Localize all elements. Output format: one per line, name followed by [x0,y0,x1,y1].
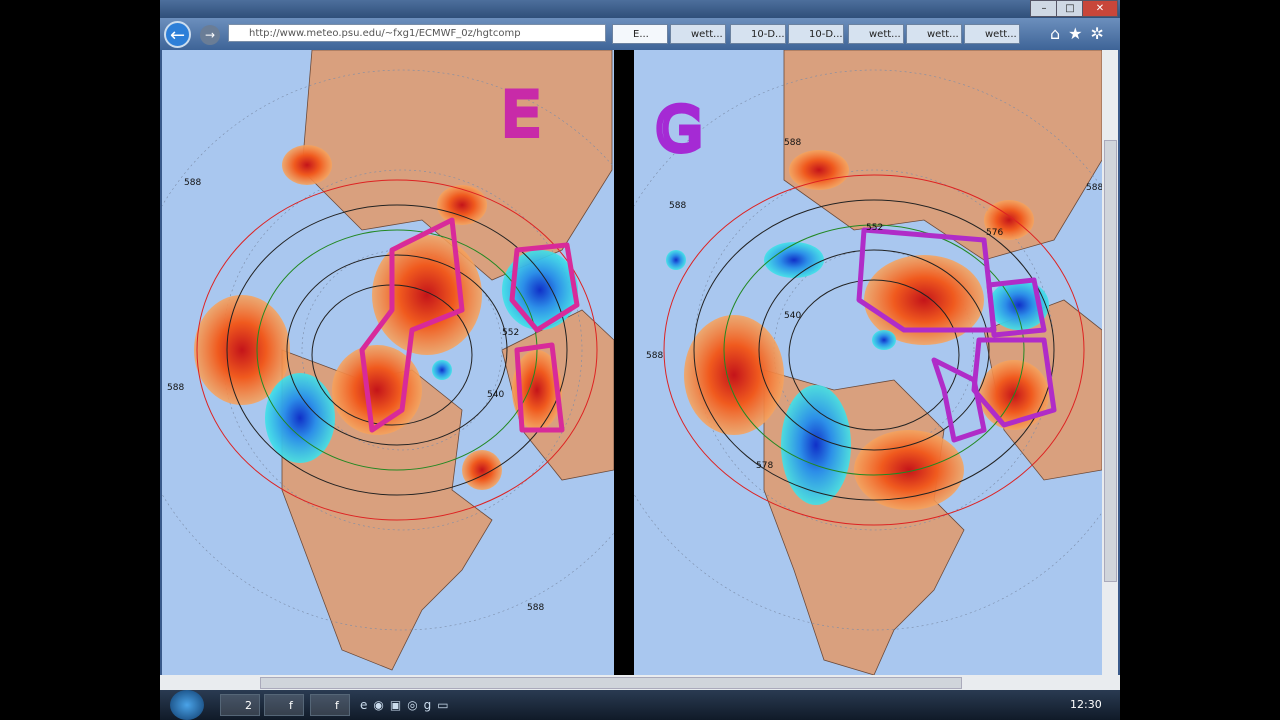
address-bar[interactable]: http://www.meteo.psu.edu/~fxg1/ECMWF_0z/… [228,24,606,42]
hand-drawn-outline [931,357,987,443]
warm-anomaly [789,150,849,190]
annotation: G [656,95,703,165]
height-contour [226,204,568,496]
contour-label: 552 [866,223,883,233]
start-button[interactable] [170,690,204,720]
land [301,49,613,281]
warm-anomaly [684,315,784,435]
minimize[interactable]: – [1030,0,1058,17]
cold-anomaly [432,360,452,380]
height-contour [693,199,1055,501]
contour-label: 588 [646,351,663,361]
scroll-thumb[interactable] [1104,140,1117,582]
contour-label: 578 [756,461,773,471]
taskbar-button[interactable]: 2 [220,694,260,716]
contour-label: 588 [184,178,201,188]
warm-anomaly [854,430,964,510]
scroll-thumb[interactable] [260,677,962,689]
warm-anomaly [372,235,482,355]
title-bar: – □ ✕ [160,0,1120,18]
height-contour [758,249,990,451]
warm-anomaly [984,200,1034,240]
vertical-scrollbar[interactable] [1102,50,1118,675]
contour-label: 588 [167,383,184,393]
hand-drawn-outline [514,342,565,433]
cold-anomaly [265,373,335,463]
map-left: 588 588 552 540 588 E [121,49,683,675]
divider [614,50,634,675]
contour-label: 540 [487,390,504,400]
tab[interactable]: 10-D... [730,24,786,44]
height-contour [788,279,960,431]
map-right: 588 588 552 576 540 588 578 588 G [593,49,1155,676]
maximize[interactable]: □ [1056,0,1084,17]
contour-label: 588 [1086,183,1102,193]
warm-anomaly [194,295,290,405]
warm-anomaly [512,350,562,430]
back-button[interactable]: ← [164,21,191,48]
warm-anomaly [462,450,502,490]
contour-label: 588 [784,138,801,148]
tab[interactable]: E... [612,24,668,44]
hand-drawn-outline [359,217,465,433]
tab[interactable]: wett... [670,24,726,44]
hand-drawn-outline [509,242,580,333]
cold-anomaly [764,242,824,278]
tab[interactable]: wett... [848,24,904,44]
hand-drawn-outline [856,227,997,333]
contour-label: 576 [986,228,1003,238]
toolbar-icons[interactable]: ⌂★✲ [1050,24,1112,43]
cold-anomaly [872,330,896,350]
hand-drawn-outline [986,277,1047,338]
height-contour [256,229,538,471]
contour-label: 552 [502,328,519,338]
tab[interactable]: wett... [906,24,962,44]
height-contour [663,174,1085,526]
cold-anomaly [781,385,851,505]
warm-anomaly [282,145,332,185]
tab[interactable]: wett... [964,24,1020,44]
annotation: E [502,80,540,150]
browser-window: – □ ✕ ← → http://www.meteo.psu.edu/~fxg1… [121,0,1155,720]
quick-launch[interactable]: e◉▣◎g▭ [360,698,455,712]
height-contour [286,254,508,446]
warm-anomaly [437,185,487,225]
contour-label: 588 [527,603,544,613]
horizontal-scrollbar[interactable] [160,675,1120,690]
cold-anomaly [666,250,686,270]
clock: 12:30 [1070,698,1102,711]
nav-bar: ← → http://www.meteo.psu.edu/~fxg1/ECMWF… [160,18,1120,50]
taskbar-button[interactable]: f [264,694,304,716]
contour-label: 588 [669,201,686,211]
tab[interactable]: 10-D... [788,24,844,44]
taskbar-button[interactable]: f [310,694,350,716]
contour-label: 540 [784,311,801,321]
close[interactable]: ✕ [1082,0,1118,17]
height-contour [723,224,1025,476]
forward-button[interactable]: → [200,25,220,45]
height-contour [196,179,598,521]
